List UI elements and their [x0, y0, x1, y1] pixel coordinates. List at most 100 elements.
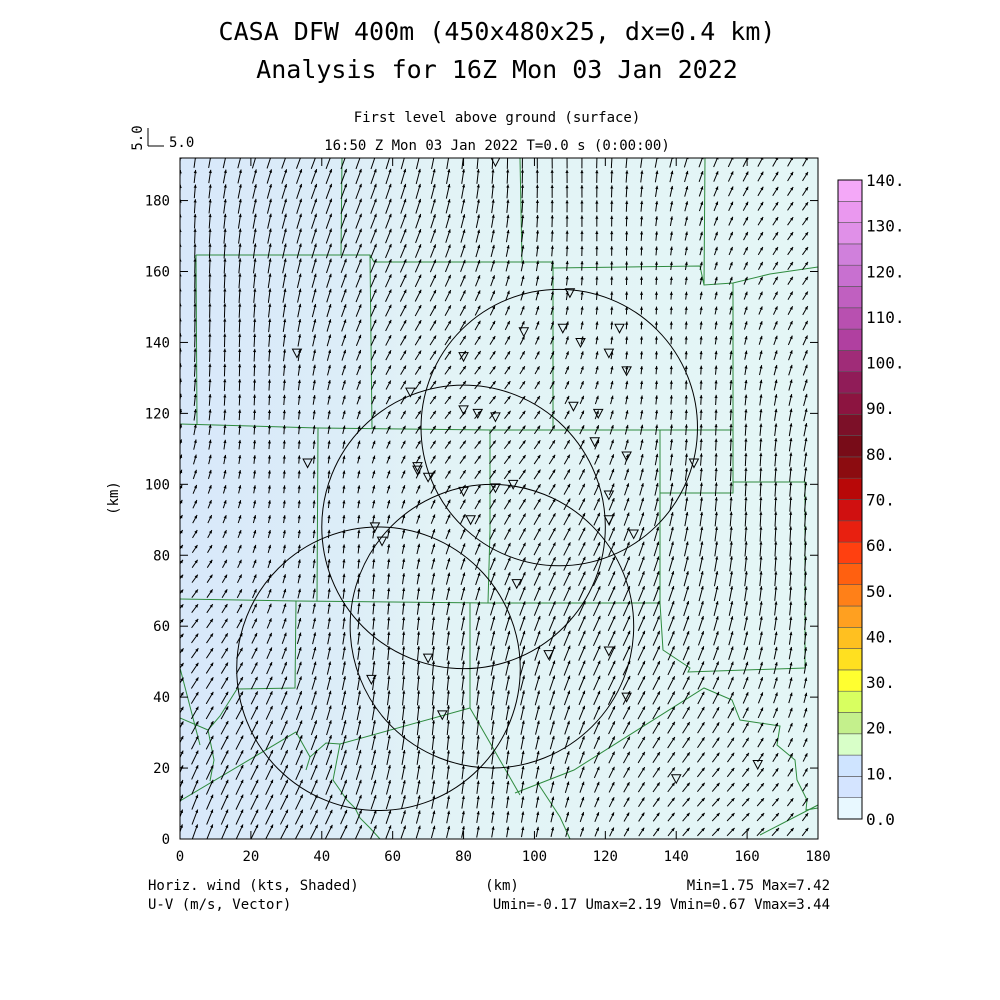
wind-vector-head	[610, 246, 614, 250]
wind-vector-head	[238, 379, 242, 383]
wind-vector-head	[552, 601, 556, 605]
wind-vector-head	[180, 589, 184, 594]
wind-vector-head	[432, 440, 436, 445]
station-marker	[422, 653, 434, 664]
wind-vector-head	[253, 318, 257, 322]
wind-vector-head	[312, 440, 316, 444]
wind-vector-head	[744, 306, 748, 311]
wind-vector-head	[312, 529, 316, 534]
wind-vector-head	[656, 645, 660, 650]
wind-vector-head	[671, 767, 675, 771]
wind-vector-head	[729, 453, 733, 457]
wind-vector-head	[744, 496, 748, 501]
wind-vector-head	[477, 440, 481, 445]
wind-vector-head	[701, 676, 705, 681]
wind-vector-head	[654, 336, 659, 340]
wind-vector-head	[298, 198, 303, 203]
wind-vector-head	[253, 228, 257, 232]
wind-vector-head	[760, 692, 764, 696]
wind-vector-head	[255, 764, 259, 769]
wind-vector-head	[432, 168, 436, 173]
wind-vector-head	[344, 809, 348, 814]
wind-vector-head	[432, 470, 436, 474]
colorbar-label: 80.	[866, 445, 895, 464]
wind-vector	[281, 158, 286, 169]
wind-vector-head	[656, 615, 660, 620]
wind-vector-head	[699, 276, 703, 281]
wind-vector-head	[298, 632, 302, 637]
wind-vector-head	[328, 213, 332, 218]
wind-vector-head	[417, 735, 421, 739]
wind-vector-head	[387, 529, 391, 533]
wind-vector-head	[327, 603, 331, 607]
wind-vector-head	[684, 261, 688, 266]
wind-vector-head	[551, 351, 555, 355]
wind-vector-head	[552, 469, 556, 474]
footer-vector-label: U-V (m/s, Vector)	[148, 897, 291, 913]
wind-vector-head	[654, 261, 659, 265]
wind-vector-head	[789, 541, 793, 545]
wind-vector-head	[699, 482, 704, 486]
wind-vector-head	[282, 544, 286, 549]
wind-vector-head	[581, 781, 585, 786]
wind-vector-head	[686, 812, 690, 817]
wind-vector-head	[224, 604, 228, 608]
wind-vector-head	[432, 587, 436, 591]
wind-vector-head	[775, 737, 778, 742]
wind-vector-head	[387, 675, 391, 680]
wind-vector-head	[582, 571, 586, 576]
wind-vector-head	[699, 350, 703, 355]
wind-vector-head	[313, 258, 317, 263]
wind-vector-head	[759, 511, 763, 515]
wind-vector-head	[536, 750, 540, 755]
wind-vector-head	[565, 200, 569, 204]
wind-vector-head	[627, 706, 631, 710]
wind-vector-head	[447, 168, 451, 173]
station-marker	[458, 486, 469, 497]
wind-vector-head	[402, 529, 406, 533]
wind-vector-head	[656, 752, 660, 756]
wind-vector-head	[342, 617, 346, 621]
wind-vector-head	[804, 379, 808, 383]
wind-vector-head	[283, 198, 288, 203]
wind-vector-head	[268, 333, 272, 338]
wind-vector-head	[536, 735, 540, 740]
wind-vector-head	[536, 290, 540, 295]
wind-vector-head	[582, 630, 586, 635]
wind-vector-head	[774, 467, 778, 471]
wind-vector-head	[566, 811, 570, 816]
wind-vector-head	[253, 333, 257, 338]
colorbar-swatch	[837, 563, 863, 586]
wind-vector-head	[269, 647, 272, 652]
wind-vector-head	[789, 753, 793, 757]
wind-vector-head	[417, 795, 421, 799]
wind-vector-head	[268, 588, 272, 593]
wind-vector-head	[223, 500, 227, 504]
wind-vector-head	[312, 425, 316, 429]
wind-vector-head	[521, 275, 525, 280]
wind-vector-head	[433, 274, 436, 279]
wind-vector-head	[744, 365, 748, 369]
wind-vector-head	[567, 601, 571, 605]
wind-vector-head	[268, 603, 272, 608]
wind-vector-head	[491, 244, 495, 249]
wind-vector-head	[774, 261, 778, 266]
wind-vector-head	[223, 273, 227, 277]
wind-vector	[446, 158, 450, 170]
wind-vector-head	[759, 246, 763, 251]
wind-vector-head	[506, 199, 510, 203]
wind-vector-head	[715, 676, 719, 681]
wind-vector-head	[223, 184, 227, 188]
wind-vector-head	[611, 827, 614, 832]
wind-vector-head	[357, 690, 361, 695]
wind-vector-head	[656, 782, 660, 786]
wind-vector-head	[715, 556, 719, 560]
wind-vector-head	[552, 484, 556, 488]
wind-vector-head	[774, 692, 778, 697]
wind-vector-head	[358, 779, 362, 784]
wind-vector-head	[253, 288, 257, 292]
wind-vector-head	[641, 571, 645, 575]
wind-vector-head	[209, 604, 213, 608]
wind-vector-head	[774, 321, 778, 325]
wind-vector-head	[446, 631, 451, 635]
